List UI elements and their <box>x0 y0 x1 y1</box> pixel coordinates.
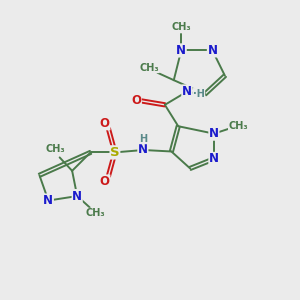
Text: CH₃: CH₃ <box>86 208 105 218</box>
Text: O: O <box>100 117 110 130</box>
Text: N: N <box>209 152 219 165</box>
Text: N: N <box>43 194 53 207</box>
Text: ·H: ·H <box>193 88 205 98</box>
Text: CH₃: CH₃ <box>46 144 66 154</box>
Text: N: N <box>176 44 186 57</box>
Text: CH₃: CH₃ <box>229 121 248 131</box>
Text: S: S <box>110 146 120 159</box>
Text: N: N <box>182 85 192 98</box>
Text: N: N <box>72 190 82 202</box>
Text: CH₃: CH₃ <box>140 63 159 73</box>
Text: N: N <box>138 143 148 156</box>
Text: N: N <box>209 127 219 140</box>
Text: N: N <box>207 44 218 57</box>
Text: H: H <box>139 134 147 144</box>
Text: CH₃: CH₃ <box>171 22 191 32</box>
Text: O: O <box>131 94 141 107</box>
Text: O: O <box>100 175 110 188</box>
